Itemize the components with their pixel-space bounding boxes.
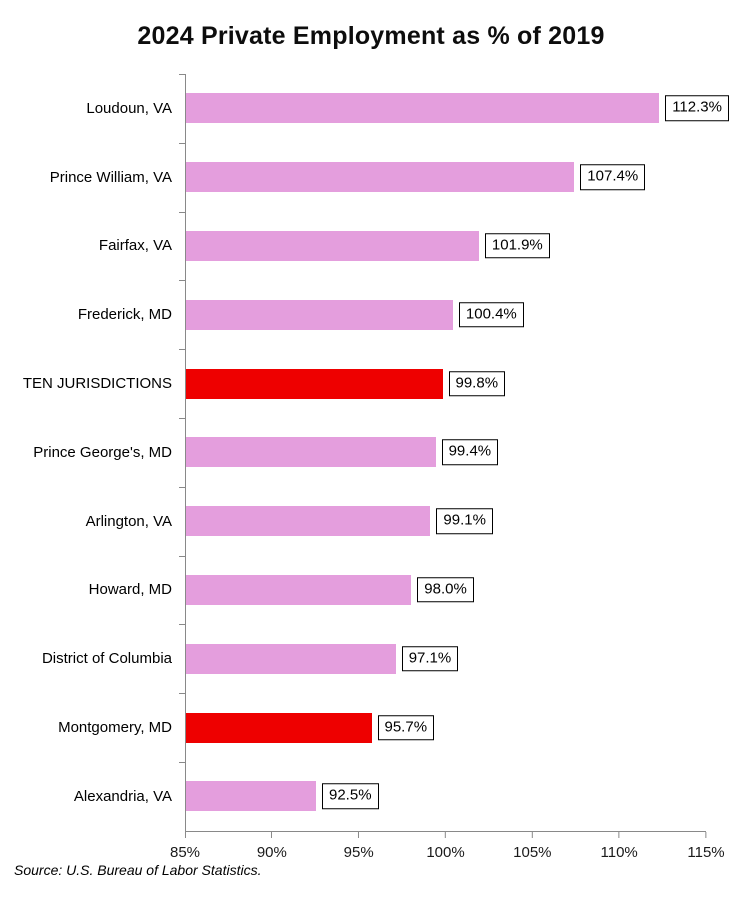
- value-label: 92.5%: [322, 783, 379, 810]
- tick-mark: [184, 832, 186, 838]
- bar-row: Loudoun, VA 112.3%: [0, 74, 742, 143]
- bar: [186, 506, 431, 537]
- value-label: 99.4%: [441, 439, 499, 466]
- x-axis-tick: 90%: [257, 832, 287, 861]
- x-axis: 85% 90% 95% 100% 105% 110% 115%: [170, 831, 725, 878]
- category-label: Fairfax, VA: [98, 237, 172, 255]
- tick-label: 115%: [687, 844, 725, 861]
- bar-row: TEN JURISDICTIONS 99.8%: [0, 349, 742, 418]
- value-label: 101.9%: [484, 233, 550, 259]
- tick-label: 85%: [169, 844, 201, 861]
- value-label: 107.4%: [580, 164, 646, 190]
- tick-mark: [531, 832, 533, 838]
- bar: [186, 162, 575, 193]
- x-axis-tick: 115%: [687, 832, 725, 861]
- x-axis-tick: 85%: [170, 832, 200, 861]
- bar-row: Montgomery, MD 95.7%: [0, 693, 742, 762]
- tick-label: 110%: [600, 844, 638, 861]
- tick-mark: [358, 832, 360, 838]
- chart-title: 2024 Private Employment as % of 2019: [137, 22, 605, 50]
- tick-mark: [271, 832, 273, 838]
- tick-label: 90%: [256, 844, 287, 861]
- bar-row: Prince George's, MD 99.4%: [0, 417, 742, 487]
- bar-highlighted: [186, 712, 372, 743]
- x-axis-tick: 95%: [344, 832, 374, 861]
- bar-row: District of Columbia 97.1%: [0, 624, 742, 693]
- category-label: Frederick, MD: [77, 306, 172, 324]
- value-label: 99.1%: [436, 508, 493, 534]
- bar: [186, 299, 453, 330]
- bar: [186, 643, 396, 674]
- x-axis-tick: 105%: [513, 832, 552, 861]
- value-label: 98.0%: [417, 577, 474, 603]
- x-axis-tick: 100%: [426, 832, 465, 861]
- category-label: Montgomery, MD: [58, 719, 172, 737]
- bar: [186, 781, 316, 812]
- source-note: Source: U.S. Bureau of Labor Statistics.: [14, 862, 262, 878]
- category-label: Prince George's, MD: [33, 443, 172, 461]
- tick-label: 100%: [426, 844, 465, 861]
- category-label: Howard, MD: [88, 581, 172, 599]
- tick-mark: [618, 832, 620, 838]
- tick-label: 95%: [343, 844, 374, 861]
- y-axis-line: [185, 74, 186, 831]
- bar: [186, 437, 436, 468]
- x-axis-tick: 110%: [601, 832, 638, 861]
- tick-label: 105%: [513, 844, 552, 861]
- bar-rows: Loudoun, VA 112.3% Prince William, VA 107.4…: [0, 74, 742, 831]
- category-label: Loudoun, VA: [86, 99, 172, 117]
- category-label: TEN JURISDICTIONS: [22, 375, 172, 393]
- bar-row: Howard, MD 98.0%: [0, 555, 742, 625]
- value-label: 100.4%: [458, 302, 524, 328]
- bar: [186, 230, 479, 261]
- bar-row: Prince William, VA 107.4%: [0, 142, 742, 212]
- plot-area: Loudoun, VA 112.3% Prince William, VA 107.4…: [0, 74, 742, 831]
- value-label: 112.3%: [665, 95, 729, 122]
- bar-row: Frederick, MD 100.4%: [0, 280, 742, 349]
- bar: [186, 574, 412, 605]
- value-label: 95.7%: [377, 714, 435, 741]
- bar-row: Fairfax, VA 101.9%: [0, 211, 742, 281]
- value-label: 99.8%: [448, 370, 506, 397]
- bar-row: Arlington, VA 99.1%: [0, 486, 742, 556]
- bar-row: Alexandria, VA 92.5%: [0, 761, 742, 831]
- tick-mark: [445, 832, 446, 838]
- category-label: Alexandria, VA: [73, 787, 172, 805]
- category-label: District of Columbia: [41, 650, 172, 668]
- tick-mark: [705, 832, 707, 838]
- bar-highlighted: [186, 368, 443, 399]
- category-label: Arlington, VA: [85, 512, 172, 530]
- bar: [186, 93, 660, 124]
- category-label: Prince William, VA: [49, 168, 172, 186]
- value-label: 97.1%: [401, 646, 459, 672]
